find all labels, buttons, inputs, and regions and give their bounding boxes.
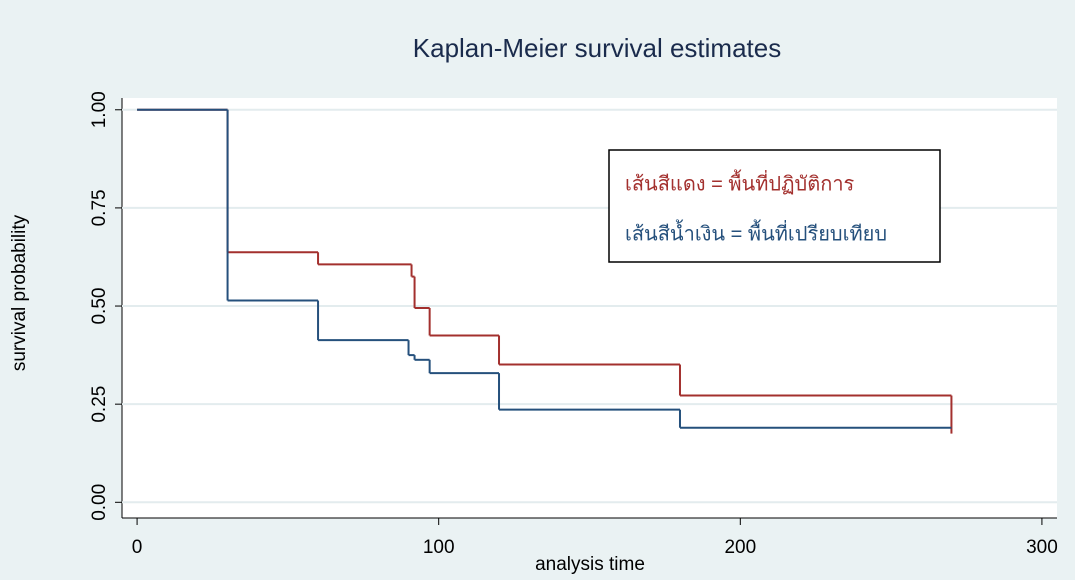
y-tick-label: 0.00 (89, 484, 110, 521)
y-tick-label: 0.75 (89, 189, 110, 226)
legend-label: เส้นสีแดง = พื้นที่ปฏิบัติการ (625, 169, 855, 195)
x-axis-title: analysis time (535, 554, 645, 575)
y-tick-label: 0.25 (89, 386, 110, 423)
x-tick-label: 0 (132, 537, 143, 558)
x-tick-label: 200 (724, 537, 756, 558)
y-axis-title: survival probability (9, 214, 30, 371)
legend-box (608, 149, 941, 263)
chart-title: Kaplan-Meier survival estimates (413, 33, 781, 63)
y-tick-label: 0.50 (89, 288, 110, 325)
legend: เส้นสีแดง = พื้นที่ปฏิบัติการเส้นสีน้ำเง… (608, 149, 941, 263)
x-tick-label: 100 (423, 537, 455, 558)
y-tick-label: 1.00 (89, 91, 110, 128)
legend-label: เส้นสีน้ำเงิน = พื้นที่เปรียบเทียบ (625, 219, 887, 245)
x-tick-label: 300 (1026, 537, 1058, 558)
